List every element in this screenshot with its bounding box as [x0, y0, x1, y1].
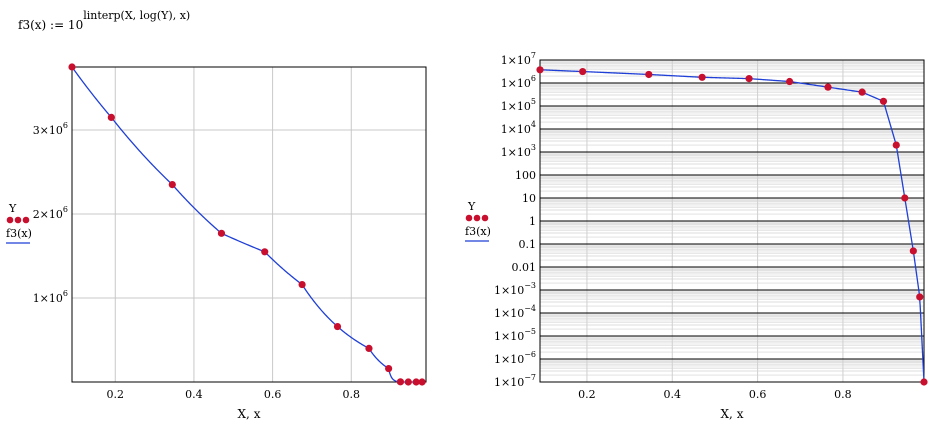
legend-marker-points: [14, 216, 22, 224]
data-point: [385, 364, 393, 373]
x-tick-label: 0.6: [264, 388, 282, 401]
data-point: [298, 280, 306, 289]
legend-marker-points: [6, 216, 14, 224]
y-tick-label: 1×10−6: [494, 350, 536, 366]
data-point: [916, 293, 924, 301]
legend-marker-points: [473, 214, 481, 222]
formula-exponent: linterp(X, log(Y), x): [83, 9, 191, 22]
y-tick-label: 1×105: [501, 97, 536, 113]
x-axis-label: X, x: [721, 407, 744, 421]
data-point: [745, 75, 753, 83]
y-tick-label: 1×10−3: [494, 281, 536, 297]
y-tick-label: 1×10−4: [494, 304, 536, 320]
data-point: [920, 378, 928, 386]
x-tick-label: 0.2: [578, 388, 596, 401]
data-point: [412, 378, 420, 386]
y-tick-label: 1×104: [501, 120, 536, 136]
data-point: [261, 248, 269, 256]
data-point: [824, 83, 832, 91]
legend-marker-points: [465, 214, 473, 222]
x-tick-label: 0.8: [343, 388, 361, 401]
x-tick-label: 0.4: [185, 388, 203, 401]
x-tick-label: 0.4: [664, 388, 682, 401]
y-tick-label: 0.01: [512, 261, 537, 274]
y-tick-label: 1×107: [501, 51, 536, 67]
data-point: [418, 378, 426, 386]
y-tick-label: 1×106: [33, 289, 68, 305]
x-axis-label: X, x: [238, 407, 261, 421]
y-tick-label: 100: [515, 169, 536, 182]
series-line-f3: [72, 66, 423, 383]
y-tick-label: 1: [529, 215, 536, 228]
linear-chart: 0.2 0.4 0.6 0.8 1×106 2×106 3×106 X, x Yf3(x): [6, 63, 427, 421]
log-chart: 0.2 0.4 0.6 0.81×1071×1061×1051×1041×103100…: [465, 51, 928, 421]
data-point: [217, 229, 226, 237]
legend-label-line: f3(x): [465, 225, 491, 238]
legend-marker-points: [481, 214, 489, 222]
data-point: [645, 70, 653, 79]
data-point: [404, 378, 412, 386]
x-tick-label: 0.6: [749, 388, 767, 401]
data-point: [698, 73, 706, 81]
data-point: [786, 77, 794, 86]
formula-lhs: f3(x) := 10: [18, 18, 84, 32]
data-point: [579, 67, 587, 76]
y-tick-label: 1×106: [501, 74, 536, 90]
legend-label-points: Y: [467, 200, 476, 213]
data-point: [68, 63, 76, 71]
data-point: [396, 378, 405, 386]
y-tick-label: 1×10−5: [494, 327, 536, 343]
formula-definition: f3(x) := 10linterp(X, log(Y), x): [18, 9, 190, 32]
data-point: [901, 194, 909, 202]
y-tick-label: 3×106: [33, 121, 68, 137]
plot-frame: [71, 66, 427, 383]
data-point: [879, 97, 888, 105]
legend-label-line: f3(x): [6, 227, 32, 240]
y-tick-label: 1×103: [501, 143, 536, 159]
x-tick-label: 0.8: [834, 388, 852, 401]
y-tick-label: 2×106: [33, 205, 68, 221]
data-point: [333, 322, 342, 331]
data-point: [892, 141, 900, 149]
x-tick-label: 0.2: [107, 388, 125, 401]
plot-frame: [539, 59, 925, 383]
data-point: [909, 247, 917, 255]
data-point: [107, 113, 115, 121]
data-point: [858, 88, 866, 96]
y-tick-label: 10: [522, 192, 536, 205]
legend-label-points: Y: [8, 202, 17, 215]
data-point: [365, 344, 373, 352]
y-tick-label: 0.1: [519, 238, 537, 251]
legend-marker-points: [22, 216, 30, 224]
y-tick-label: 1×10−7: [494, 373, 536, 389]
data-point: [536, 66, 544, 74]
data-point: [168, 181, 176, 189]
